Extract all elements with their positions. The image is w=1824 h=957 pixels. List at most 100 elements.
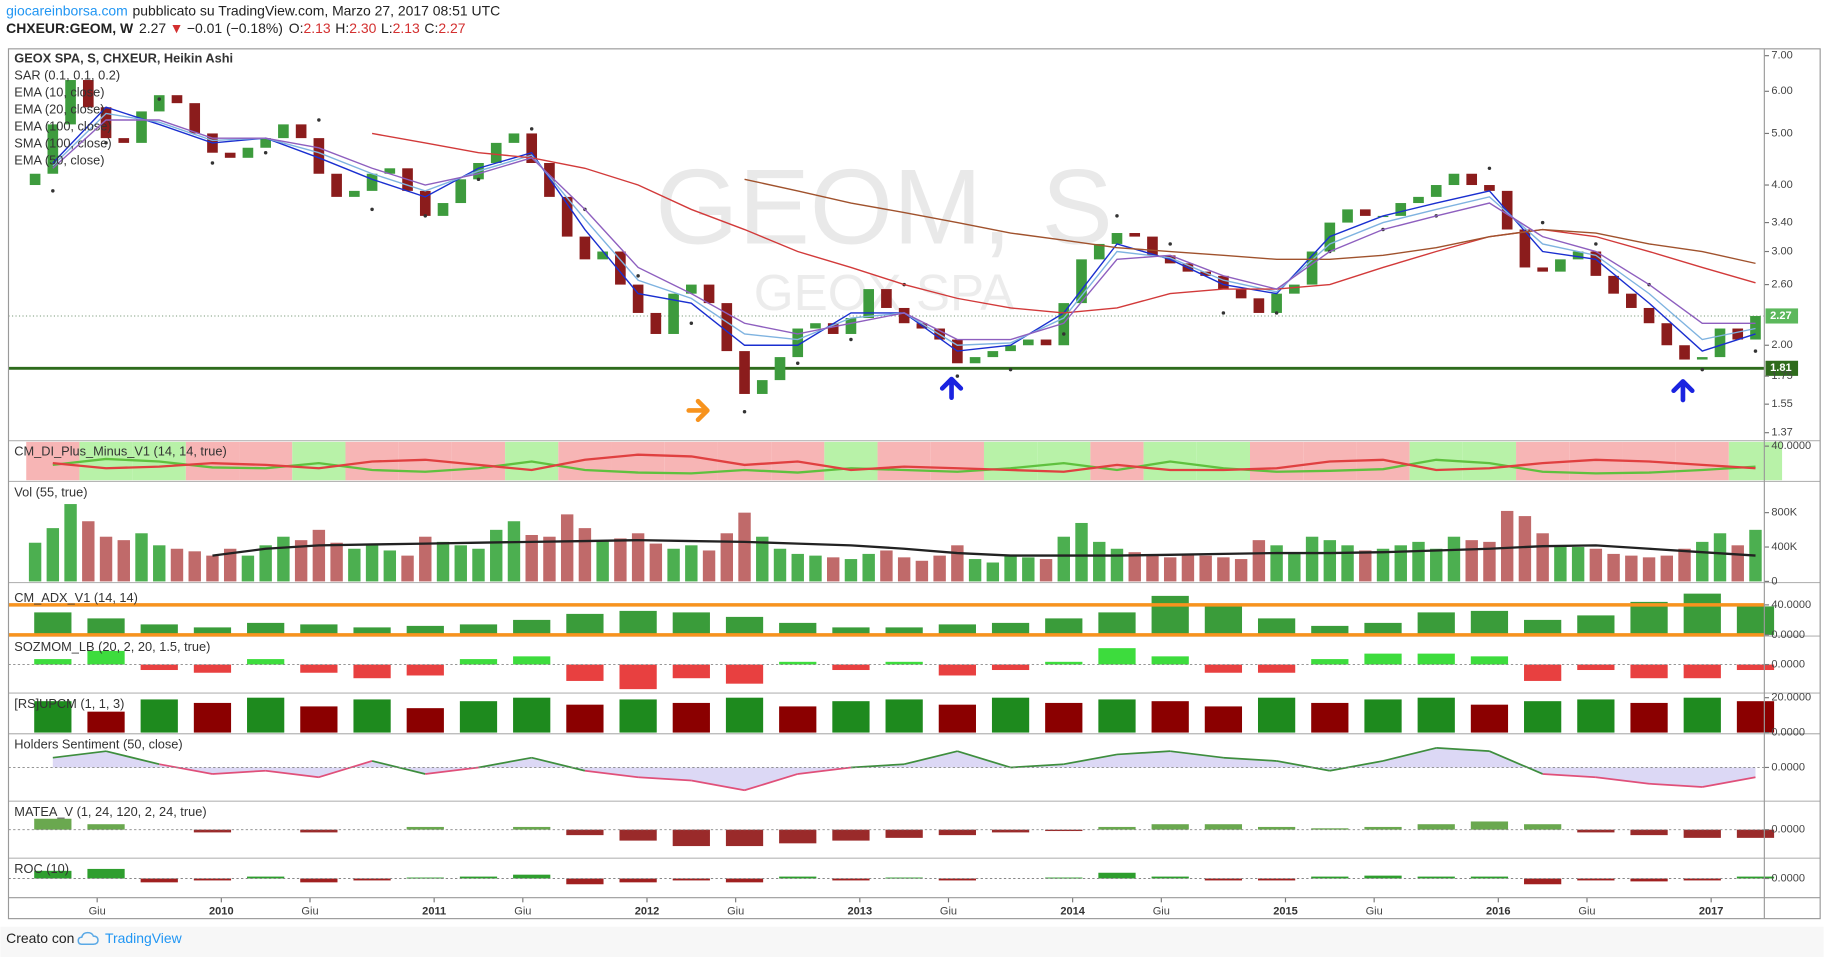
bar [247,876,285,879]
source[interactable]: giocareinborsa.com [6,2,128,18]
bar [779,706,817,733]
bar [1483,541,1496,582]
candle [1253,298,1265,313]
candle [1005,345,1016,352]
bar [1311,828,1349,830]
bar [938,829,976,836]
candle [544,162,555,197]
bar [885,829,923,838]
bar [832,664,870,671]
candle [632,284,644,313]
candle [1643,307,1655,324]
bar [1039,559,1053,582]
bar [1630,601,1668,635]
bar [938,704,976,733]
x-tick-label: Giu [89,906,106,918]
sar-dot [849,337,853,342]
series-segment [691,779,745,792]
candle [969,357,981,364]
bar [454,545,467,582]
bar [566,704,604,733]
candle [136,111,147,143]
y-tick-label: 4.00 [1771,179,1792,191]
bar [1045,702,1083,733]
candle [171,95,183,104]
series-segment [1116,750,1171,756]
candle [987,351,999,358]
bar [1625,555,1638,582]
series-segment [531,756,586,772]
series-segment [1382,747,1437,762]
series-segment [797,766,852,775]
sar-dot [263,150,268,155]
bar [34,701,72,733]
bar [991,829,1030,833]
series-segment [584,769,639,779]
state-band [185,441,240,481]
bar [1417,653,1455,665]
candle [29,173,41,186]
sar-dot [317,118,321,122]
bar [1470,704,1509,733]
sar-dot [1115,214,1119,218]
l-value: 2.13 [393,20,420,36]
candle [1661,323,1673,346]
y-tick-label: 0.0000 [1771,761,1805,773]
y-tick-label: 0.0000 [1771,872,1805,884]
bar [1683,829,1721,838]
bar [1257,618,1296,635]
bar [596,540,609,582]
bar [1234,559,1248,582]
bar [1359,550,1372,582]
bar [1151,595,1189,635]
series-segment [371,760,426,775]
bar [300,706,338,733]
candle [331,173,342,197]
sar-dot [689,321,694,325]
bar [87,711,125,733]
candle [313,138,325,174]
bar [188,551,201,582]
pane-title: [RS]UPCM (1, 1, 3) [14,696,124,711]
bar [353,878,391,881]
bar [1412,541,1425,582]
candle [615,251,626,285]
bar [779,622,817,635]
sar-dot [1594,242,1598,246]
bar [259,545,272,582]
bar [1004,555,1017,582]
symbol: CHXEUR:GEOM, W [6,20,134,36]
state-band [239,441,293,481]
bar [543,536,556,582]
bar [1589,548,1603,582]
candle [242,147,254,158]
series-segment [1223,756,1277,762]
bar [193,664,232,673]
y-tick-label: 0.0000 [1771,824,1805,836]
y-tick-label: 1.55 [1771,398,1792,410]
bar [87,618,125,635]
pane-title: MATEA_V (1, 24, 120, 2, 24, true) [14,804,206,819]
bar [1151,701,1189,733]
bar [619,829,657,841]
x-tick-label: 2017 [1699,906,1724,918]
bar [241,555,255,582]
series-segment [1170,750,1224,759]
bar [1098,612,1136,635]
legend-entry: SMA (100, close) [14,136,111,151]
bar [223,548,237,582]
series-segment [1010,763,1064,769]
pane-title: GEOX SPA, S, CHXEUR, Heikin Ashi [14,51,233,66]
candle [1519,229,1531,268]
bar [247,659,285,665]
sar-dot [1274,311,1279,315]
state-band [292,441,346,481]
sar-dot [955,374,960,378]
candle [1395,203,1407,216]
bar [277,536,290,582]
bar [459,876,498,879]
series-segment [1702,776,1756,788]
state-band [1675,441,1729,481]
footer-brand[interactable]: TradingView [105,930,183,946]
sar-dot [1540,220,1545,225]
